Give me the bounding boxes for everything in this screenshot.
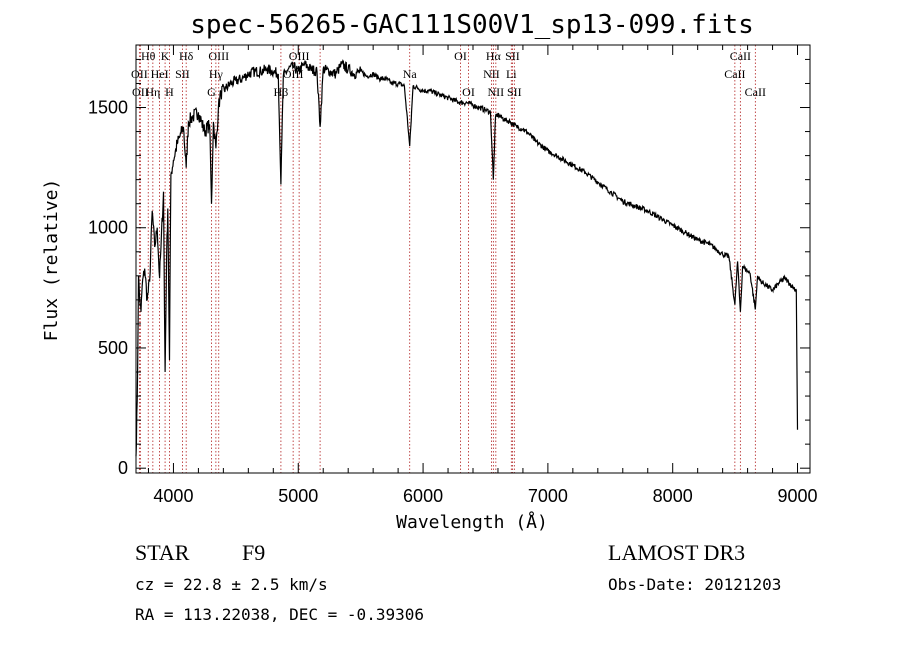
spectral-line-label-9: G — [207, 85, 216, 99]
spectral-subclass: F9 — [242, 540, 266, 565]
spectral-line-label-16: Na — [403, 67, 418, 81]
coordinates: RA = 113.22038, DEC = -0.39306 — [135, 605, 424, 624]
plot-frame — [135, 44, 811, 474]
spectral-line-label-26: CaII — [730, 49, 751, 63]
spectral-line-label-12: Hβ — [274, 85, 289, 99]
spectral-line-label-17: OI — [454, 49, 467, 63]
spectral-lines-layer — [138, 45, 756, 473]
spectral-line-label-7: SII — [175, 67, 190, 81]
spectral-line-label-18: OI — [462, 85, 475, 99]
spectral-line-label-10: Hγ — [209, 67, 224, 81]
y-axis-label: Flux (relative) — [41, 179, 62, 342]
axis-ticks: 4000 5000 6000 7000 8000 9000 0 500 1000 1500 — [88, 45, 818, 506]
chart-title: spec-56265-GAC111S00V1_sp13-099.fits — [190, 10, 754, 40]
observation-date: Obs-Date: 20121203 — [608, 575, 782, 594]
x-axis-label: Wavelength (Å) — [396, 511, 548, 533]
spectral-line-label-4: HeI — [151, 67, 169, 81]
y-tick-label-1: 500 — [98, 338, 128, 358]
spectral-line-label-8: Hδ — [179, 49, 194, 63]
spectral-line-label-6: H — [165, 85, 174, 99]
x-tick-label-4: 8000 — [653, 486, 693, 506]
spectral-line-label-3: Hη — [145, 85, 160, 99]
spectral-line-label-19: NII — [483, 67, 500, 81]
spectral-line-label-22: Li — [506, 67, 517, 81]
x-tick-label-2: 6000 — [403, 486, 443, 506]
spectral-line-label-11: OIII — [208, 49, 229, 63]
y-tick-label-2: 1000 — [88, 218, 128, 238]
redshift-velocity: cz = 22.8 ± 2.5 km/s — [135, 575, 328, 594]
spectral-line-label-2: Hθ — [141, 49, 156, 63]
survey-name: LAMOST DR3 — [608, 540, 746, 565]
x-tick-label-5: 9000 — [777, 486, 817, 506]
spectral-line-labels: OIIOIIHθHηHeIKHSIIHδGHγOIIIHβOIIIOIIINaO… — [131, 49, 766, 99]
spectral-line-label-5: K — [161, 49, 170, 63]
x-tick-label-1: 5000 — [278, 486, 318, 506]
spectral-line-label-27: CaII — [745, 85, 766, 99]
spectral-line-label-24: SII — [507, 85, 522, 99]
spectral-line-label-20: Hα — [486, 49, 502, 63]
y-tick-label-3: 1500 — [88, 98, 128, 118]
spectral-line-label-14: OIII — [289, 49, 310, 63]
x-tick-label-3: 7000 — [528, 486, 568, 506]
spectral-line-label-23: SII — [505, 49, 520, 63]
spectral-line-label-21: NII — [488, 85, 505, 99]
y-tick-label-0: 0 — [118, 458, 128, 478]
spectral-line-label-25: CaII — [724, 67, 745, 81]
spectral-line-label-0: OII — [131, 67, 148, 81]
object-class: STAR — [135, 540, 190, 565]
x-tick-label-0: 4000 — [153, 486, 193, 506]
spectrum-line — [135, 59, 799, 457]
